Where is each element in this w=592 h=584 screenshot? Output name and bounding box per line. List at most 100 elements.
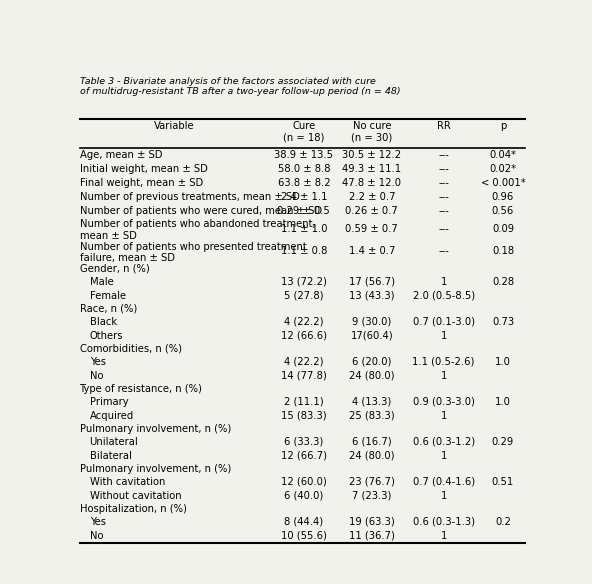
Text: Cure
(n = 18): Cure (n = 18) — [283, 121, 324, 143]
Text: 7 (23.3): 7 (23.3) — [352, 491, 391, 500]
Text: 5 (27.8): 5 (27.8) — [284, 291, 324, 301]
Text: 2.4 ± 1.1: 2.4 ± 1.1 — [281, 192, 327, 201]
Text: 49.3 ± 11.1: 49.3 ± 11.1 — [342, 164, 401, 174]
Text: ---: --- — [438, 150, 449, 160]
Text: Number of patients who abandoned treatment,
mean ± SD: Number of patients who abandoned treatme… — [79, 220, 315, 241]
Text: 11 (36.7): 11 (36.7) — [349, 531, 395, 541]
Text: 12 (66.7): 12 (66.7) — [281, 451, 327, 461]
Text: Black: Black — [89, 317, 117, 326]
Text: 6 (16.7): 6 (16.7) — [352, 437, 391, 447]
Text: 6 (20.0): 6 (20.0) — [352, 357, 391, 367]
Text: 17(60.4): 17(60.4) — [350, 331, 393, 340]
Text: Without cavitation: Without cavitation — [89, 491, 181, 500]
Text: 0.7 (0.1-3.0): 0.7 (0.1-3.0) — [413, 317, 475, 326]
Text: ---: --- — [438, 246, 449, 256]
Text: 2.2 ± 0.7: 2.2 ± 0.7 — [349, 192, 395, 201]
Text: Yes: Yes — [89, 357, 105, 367]
Text: Bilateral: Bilateral — [89, 451, 131, 461]
Text: 0.29 ± 0.5: 0.29 ± 0.5 — [278, 206, 330, 215]
Text: ---: --- — [438, 206, 449, 215]
Text: 0.9 (0.3-3.0): 0.9 (0.3-3.0) — [413, 397, 475, 406]
Text: 58.0 ± 8.8: 58.0 ± 8.8 — [278, 164, 330, 174]
Text: Hospitalization, n (%): Hospitalization, n (%) — [79, 504, 186, 514]
Text: 14 (77.8): 14 (77.8) — [281, 371, 327, 381]
Text: 0.7 (0.4-1.6): 0.7 (0.4-1.6) — [413, 477, 475, 486]
Text: 6 (40.0): 6 (40.0) — [284, 491, 323, 500]
Text: 1.0: 1.0 — [495, 397, 511, 406]
Text: 2.0 (0.5-8.5): 2.0 (0.5-8.5) — [413, 291, 475, 301]
Text: Acquired: Acquired — [89, 411, 134, 420]
Text: 23 (76.7): 23 (76.7) — [349, 477, 395, 486]
Text: 0.51: 0.51 — [492, 477, 514, 486]
Text: Pulmonary involvement, n (%): Pulmonary involvement, n (%) — [79, 424, 231, 434]
Text: 1: 1 — [440, 331, 447, 340]
Text: 15 (83.3): 15 (83.3) — [281, 411, 327, 420]
Text: 0.29: 0.29 — [492, 437, 514, 447]
Text: Age, mean ± SD: Age, mean ± SD — [79, 150, 162, 160]
Text: ---: --- — [438, 192, 449, 201]
Text: 13 (43.3): 13 (43.3) — [349, 291, 394, 301]
Text: 25 (83.3): 25 (83.3) — [349, 411, 395, 420]
Text: 0.73: 0.73 — [492, 317, 514, 326]
Text: 0.09: 0.09 — [492, 224, 514, 234]
Text: Female: Female — [89, 291, 126, 301]
Text: Yes: Yes — [89, 517, 105, 527]
Text: 0.59 ± 0.7: 0.59 ± 0.7 — [345, 224, 398, 234]
Text: 2 (11.1): 2 (11.1) — [284, 397, 324, 406]
Text: 1: 1 — [440, 371, 447, 381]
Text: 12 (60.0): 12 (60.0) — [281, 477, 327, 486]
Text: Variable: Variable — [155, 121, 195, 131]
Text: 47.8 ± 12.0: 47.8 ± 12.0 — [342, 178, 401, 187]
Text: 0.02*: 0.02* — [490, 164, 517, 174]
Text: 1.4 ± 0.7: 1.4 ± 0.7 — [349, 246, 395, 256]
Text: 6 (33.3): 6 (33.3) — [284, 437, 323, 447]
Text: 1: 1 — [440, 277, 447, 287]
Text: No cure
(n = 30): No cure (n = 30) — [351, 121, 392, 143]
Text: Number of patients who presented treatment
failure, mean ± SD: Number of patients who presented treatme… — [79, 242, 306, 263]
Text: ---: --- — [438, 178, 449, 187]
Text: Primary: Primary — [89, 397, 128, 406]
Text: 24 (80.0): 24 (80.0) — [349, 451, 394, 461]
Text: 1.1 ± 1.0: 1.1 ± 1.0 — [281, 224, 327, 234]
Text: Pulmonary involvement, n (%): Pulmonary involvement, n (%) — [79, 464, 231, 474]
Text: Type of resistance, n (%): Type of resistance, n (%) — [79, 384, 202, 394]
Text: 8 (44.4): 8 (44.4) — [284, 517, 323, 527]
Text: ---: --- — [438, 224, 449, 234]
Text: 1: 1 — [440, 491, 447, 500]
Text: Gender, n (%): Gender, n (%) — [79, 263, 149, 274]
Text: 38.9 ± 13.5: 38.9 ± 13.5 — [274, 150, 333, 160]
Text: Final weight, mean ± SD: Final weight, mean ± SD — [79, 178, 202, 187]
Text: 63.8 ± 8.2: 63.8 ± 8.2 — [278, 178, 330, 187]
Text: RR: RR — [437, 121, 451, 131]
Text: 0.96: 0.96 — [492, 192, 514, 201]
Text: 0.56: 0.56 — [492, 206, 514, 215]
Text: 0.6 (0.3-1.3): 0.6 (0.3-1.3) — [413, 517, 475, 527]
Text: 13 (72.2): 13 (72.2) — [281, 277, 327, 287]
Text: 12 (66.6): 12 (66.6) — [281, 331, 327, 340]
Text: 0.18: 0.18 — [492, 246, 514, 256]
Text: With cavitation: With cavitation — [89, 477, 165, 486]
Text: Initial weight, mean ± SD: Initial weight, mean ± SD — [79, 164, 207, 174]
Text: Race, n (%): Race, n (%) — [79, 304, 137, 314]
Text: 30.5 ± 12.2: 30.5 ± 12.2 — [342, 150, 401, 160]
Text: 1: 1 — [440, 451, 447, 461]
Text: 0.6 (0.3-1.2): 0.6 (0.3-1.2) — [413, 437, 475, 447]
Text: Table 3 - Bivariate analysis of the factors associated with cure
of multidrug-re: Table 3 - Bivariate analysis of the fact… — [79, 77, 400, 96]
Text: 1: 1 — [440, 531, 447, 541]
Text: Number of patients who were cured, mean ± SD: Number of patients who were cured, mean … — [79, 206, 321, 215]
Text: 0.04*: 0.04* — [490, 150, 516, 160]
Text: p: p — [500, 121, 506, 131]
Text: Number of previous treatments, mean ± SD: Number of previous treatments, mean ± SD — [79, 192, 300, 201]
Text: Unilateral: Unilateral — [89, 437, 139, 447]
Text: 4 (22.2): 4 (22.2) — [284, 357, 324, 367]
Text: No: No — [89, 531, 103, 541]
Text: 4 (13.3): 4 (13.3) — [352, 397, 391, 406]
Text: 19 (63.3): 19 (63.3) — [349, 517, 395, 527]
Text: Male: Male — [89, 277, 113, 287]
Text: 9 (30.0): 9 (30.0) — [352, 317, 391, 326]
Text: Others: Others — [89, 331, 123, 340]
Text: 24 (80.0): 24 (80.0) — [349, 371, 394, 381]
Text: 0.26 ± 0.7: 0.26 ± 0.7 — [345, 206, 398, 215]
Text: 4 (22.2): 4 (22.2) — [284, 317, 324, 326]
Text: < 0.001*: < 0.001* — [481, 178, 525, 187]
